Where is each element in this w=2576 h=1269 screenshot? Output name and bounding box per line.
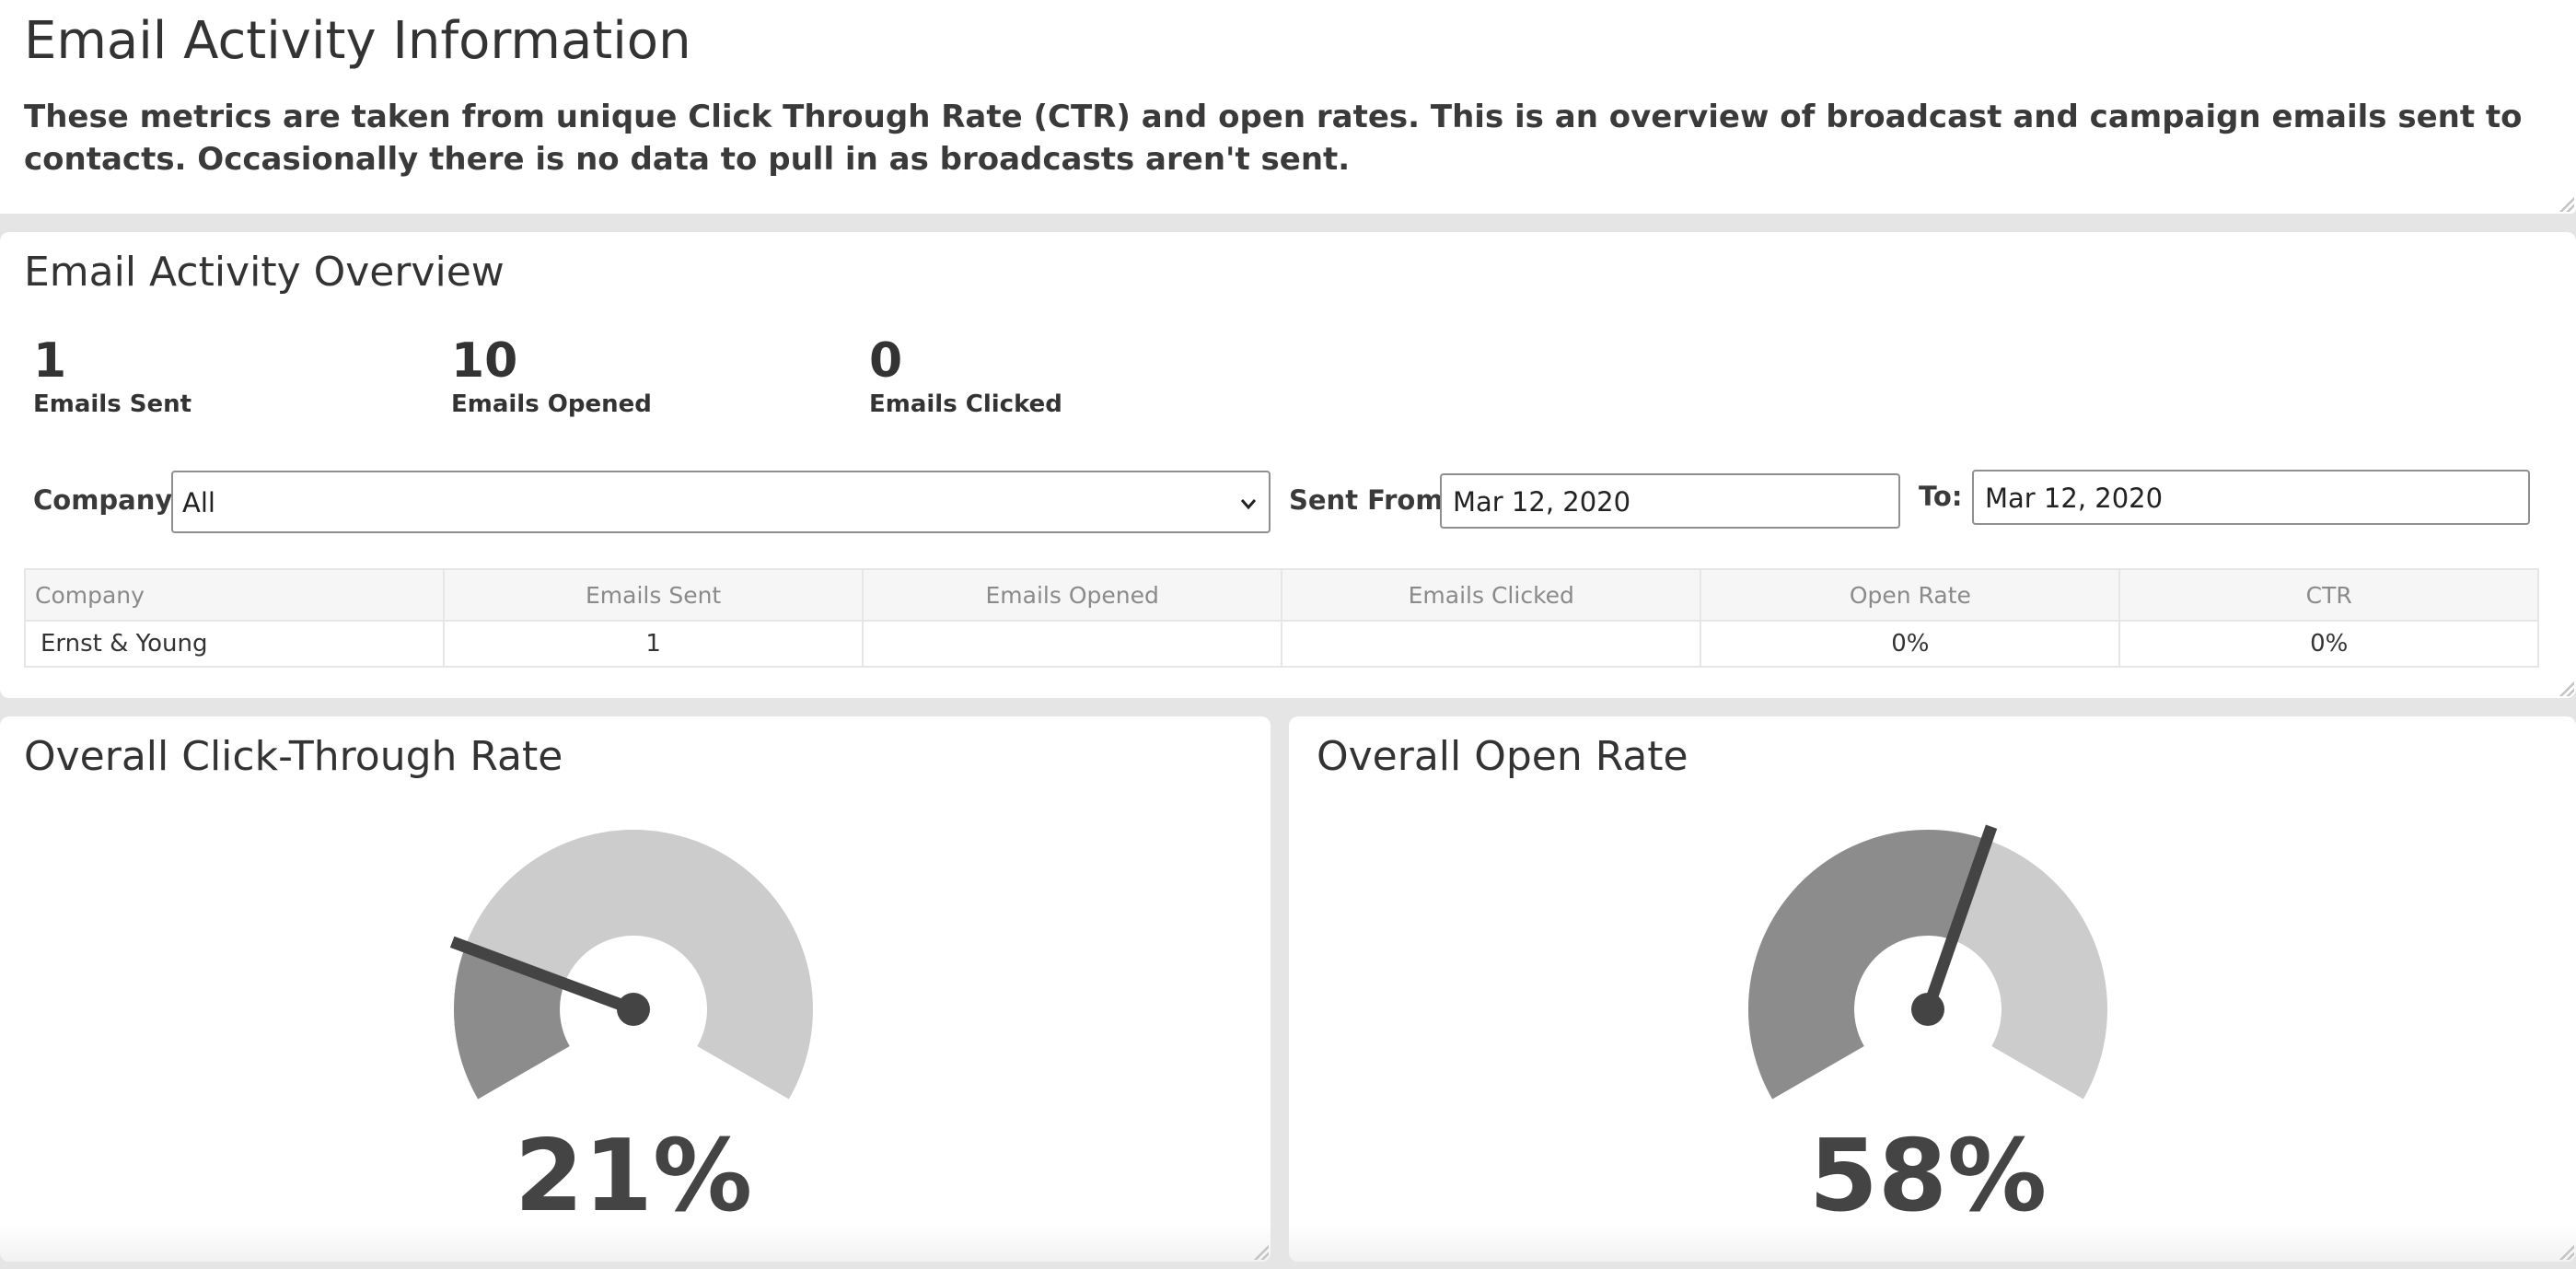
overview-title: Email Activity Overview	[24, 249, 505, 296]
to-date-value: Mar 12, 2020	[1985, 483, 2164, 514]
resize-handle[interactable]	[1252, 1243, 1269, 1260]
open-rate-gauge	[1748, 824, 2107, 1100]
stat-emails-opened: 10 Emails Opened	[451, 332, 652, 418]
info-description: These metrics are taken from unique Clic…	[24, 99, 2523, 178]
ctr-gauge	[449, 829, 814, 1100]
gauge-needle	[1921, 824, 1998, 1012]
stat-emails-clicked: 0 Emails Clicked	[869, 332, 1062, 418]
email-activity-table: Company Emails Sent Emails Opened Emails…	[23, 568, 2539, 668]
panel-bottom-shade	[0, 1225, 1271, 1262]
table-row: Ernst & Young 1 0% 0%	[23, 620, 2539, 668]
table-cell-emails-sent: 1	[443, 620, 864, 668]
column-header-open-rate[interactable]: Open Rate	[1700, 568, 2121, 622]
to-date-input[interactable]: Mar 12, 2020	[1972, 470, 2530, 525]
column-header-emails-sent[interactable]: Emails Sent	[443, 568, 864, 622]
overview-panel: Email Activity Overview 1 Emails Sent 10…	[0, 232, 2576, 698]
open-rate-gauge-panel: Overall Open Rate 58%	[1289, 716, 2576, 1262]
open-rate-gauge-title: Overall Open Rate	[1317, 733, 1688, 780]
gauge-needle-hub	[617, 993, 650, 1026]
stat-label: Emails Opened	[451, 390, 652, 418]
column-header-ctr[interactable]: CTR	[2118, 568, 2539, 622]
sent-from-value: Mar 12, 2020	[1453, 486, 1631, 518]
ctr-gauge-value: 21%	[514, 1119, 753, 1234]
stat-emails-sent: 1 Emails Sent	[33, 332, 191, 418]
gauge-fill	[1748, 830, 1988, 1100]
table-cell-emails-clicked	[1281, 620, 1702, 668]
resize-handle[interactable]	[2558, 1243, 2574, 1260]
table-cell-company: Ernst & Young	[23, 620, 446, 668]
stat-label: Emails Clicked	[869, 390, 1062, 418]
open-rate-gauge-value: 58%	[1808, 1119, 2048, 1234]
column-header-emails-clicked[interactable]: Emails Clicked	[1281, 568, 1702, 622]
table-cell-ctr: 0%	[2118, 620, 2539, 668]
ctr-gauge-panel: Overall Click-Through Rate 21%	[0, 716, 1271, 1262]
sent-from-date-input[interactable]: Mar 12, 2020	[1440, 473, 1900, 529]
stat-value: 10	[451, 333, 518, 389]
to-date-label: To:	[1919, 481, 1963, 512]
stat-label: Emails Sent	[33, 390, 192, 418]
company-filter-label: Company:	[33, 484, 183, 516]
chevron-down-icon	[1240, 499, 1257, 510]
stat-value: 0	[869, 333, 903, 389]
company-select[interactable]: All	[171, 471, 1271, 533]
company-select-value: All	[182, 487, 215, 518]
table-header-row: Company Emails Sent Emails Opened Emails…	[23, 568, 2539, 622]
table-cell-open-rate: 0%	[1700, 620, 2121, 668]
table-cell-emails-opened	[862, 620, 1283, 668]
sent-from-label: Sent From:	[1289, 484, 1455, 516]
column-header-emails-opened[interactable]: Emails Opened	[862, 568, 1283, 622]
info-panel: Email Activity Information These metrics…	[0, 0, 2576, 214]
gauge-needle-hub	[1911, 993, 1944, 1026]
stat-value: 1	[33, 333, 67, 389]
gauge-fill	[454, 947, 570, 1100]
resize-handle[interactable]	[2558, 680, 2574, 696]
panel-bottom-shade	[1289, 1225, 2576, 1262]
gauge-needle	[449, 936, 636, 1016]
page-title: Email Activity Information	[24, 11, 691, 71]
column-header-company[interactable]: Company	[23, 568, 446, 622]
ctr-gauge-title: Overall Click-Through Rate	[24, 733, 563, 780]
resize-handle[interactable]	[2558, 195, 2574, 212]
